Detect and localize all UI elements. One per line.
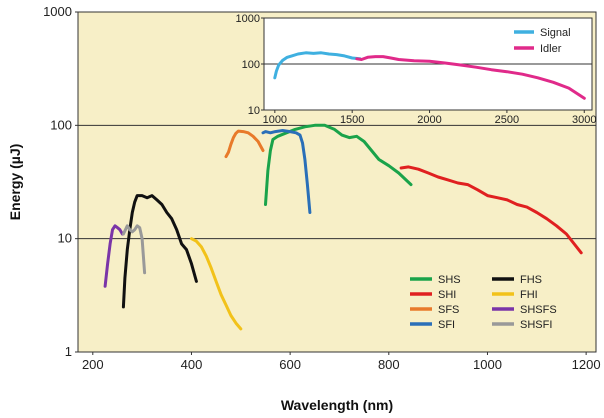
series-line-shsfs bbox=[103, 224, 124, 288]
legend-label-fhs: FHS bbox=[520, 274, 542, 286]
legend-label-shsfi: SHSFI bbox=[520, 319, 552, 331]
series-line-shs bbox=[264, 123, 413, 206]
main-legend: SHS SHI SFS SFI FHS FHI SHSFS SHSFI bbox=[410, 274, 557, 331]
legend-label-fhi: FHI bbox=[520, 289, 538, 301]
inset-x-tick-label: 2000 bbox=[417, 114, 441, 126]
legend-label-sfi: SFI bbox=[438, 319, 455, 331]
series-line-shsfi bbox=[121, 224, 147, 275]
x-axis-label: Wavelength (nm) bbox=[281, 397, 393, 413]
legend-label-sfs: SFS bbox=[438, 304, 459, 316]
inset-legend: Signal Idler bbox=[514, 27, 571, 55]
series-line-signal bbox=[273, 51, 362, 80]
y-axis-label: Energy (µJ) bbox=[7, 144, 23, 221]
main-x-tick-label: 1200 bbox=[572, 357, 601, 372]
series-line-sfi bbox=[261, 129, 312, 214]
legend-label-shs: SHS bbox=[438, 274, 461, 286]
legend-label-shsfs: SHSFS bbox=[520, 304, 557, 316]
inset-legend-label-signal: Signal bbox=[540, 27, 571, 39]
series-line-fhi bbox=[190, 237, 243, 331]
main-y-tick-label: 100 bbox=[50, 117, 72, 132]
legend-label-shi: SHI bbox=[438, 289, 456, 301]
series-line-shi bbox=[399, 165, 583, 255]
main-y-tick-label: 1000 bbox=[43, 4, 72, 19]
main-x-tick-label: 600 bbox=[279, 357, 301, 372]
main-x-tick-label: 800 bbox=[378, 357, 400, 372]
inset-y-tick-label: 10 bbox=[248, 105, 260, 117]
main-y-tick-label: 10 bbox=[58, 231, 72, 246]
series-line-idler bbox=[355, 55, 586, 100]
main-x-tick-label: 200 bbox=[82, 357, 104, 372]
inset-x-tick-label: 3000 bbox=[572, 114, 596, 126]
main-x-tick-label: 400 bbox=[181, 357, 203, 372]
inset-x-tick-label: 1000 bbox=[263, 114, 287, 126]
main-x-tick-label: 1000 bbox=[473, 357, 502, 372]
inset-legend-label-idler: Idler bbox=[540, 43, 562, 55]
inset-x-tick-label: 1500 bbox=[340, 114, 364, 126]
series-line-sfs bbox=[224, 129, 265, 159]
main-y-tick-label: 1 bbox=[65, 344, 72, 359]
inset-y-tick-label: 1000 bbox=[236, 13, 260, 25]
inset-x-tick-label: 2500 bbox=[495, 114, 519, 126]
inset-y-tick-label: 100 bbox=[242, 59, 260, 71]
